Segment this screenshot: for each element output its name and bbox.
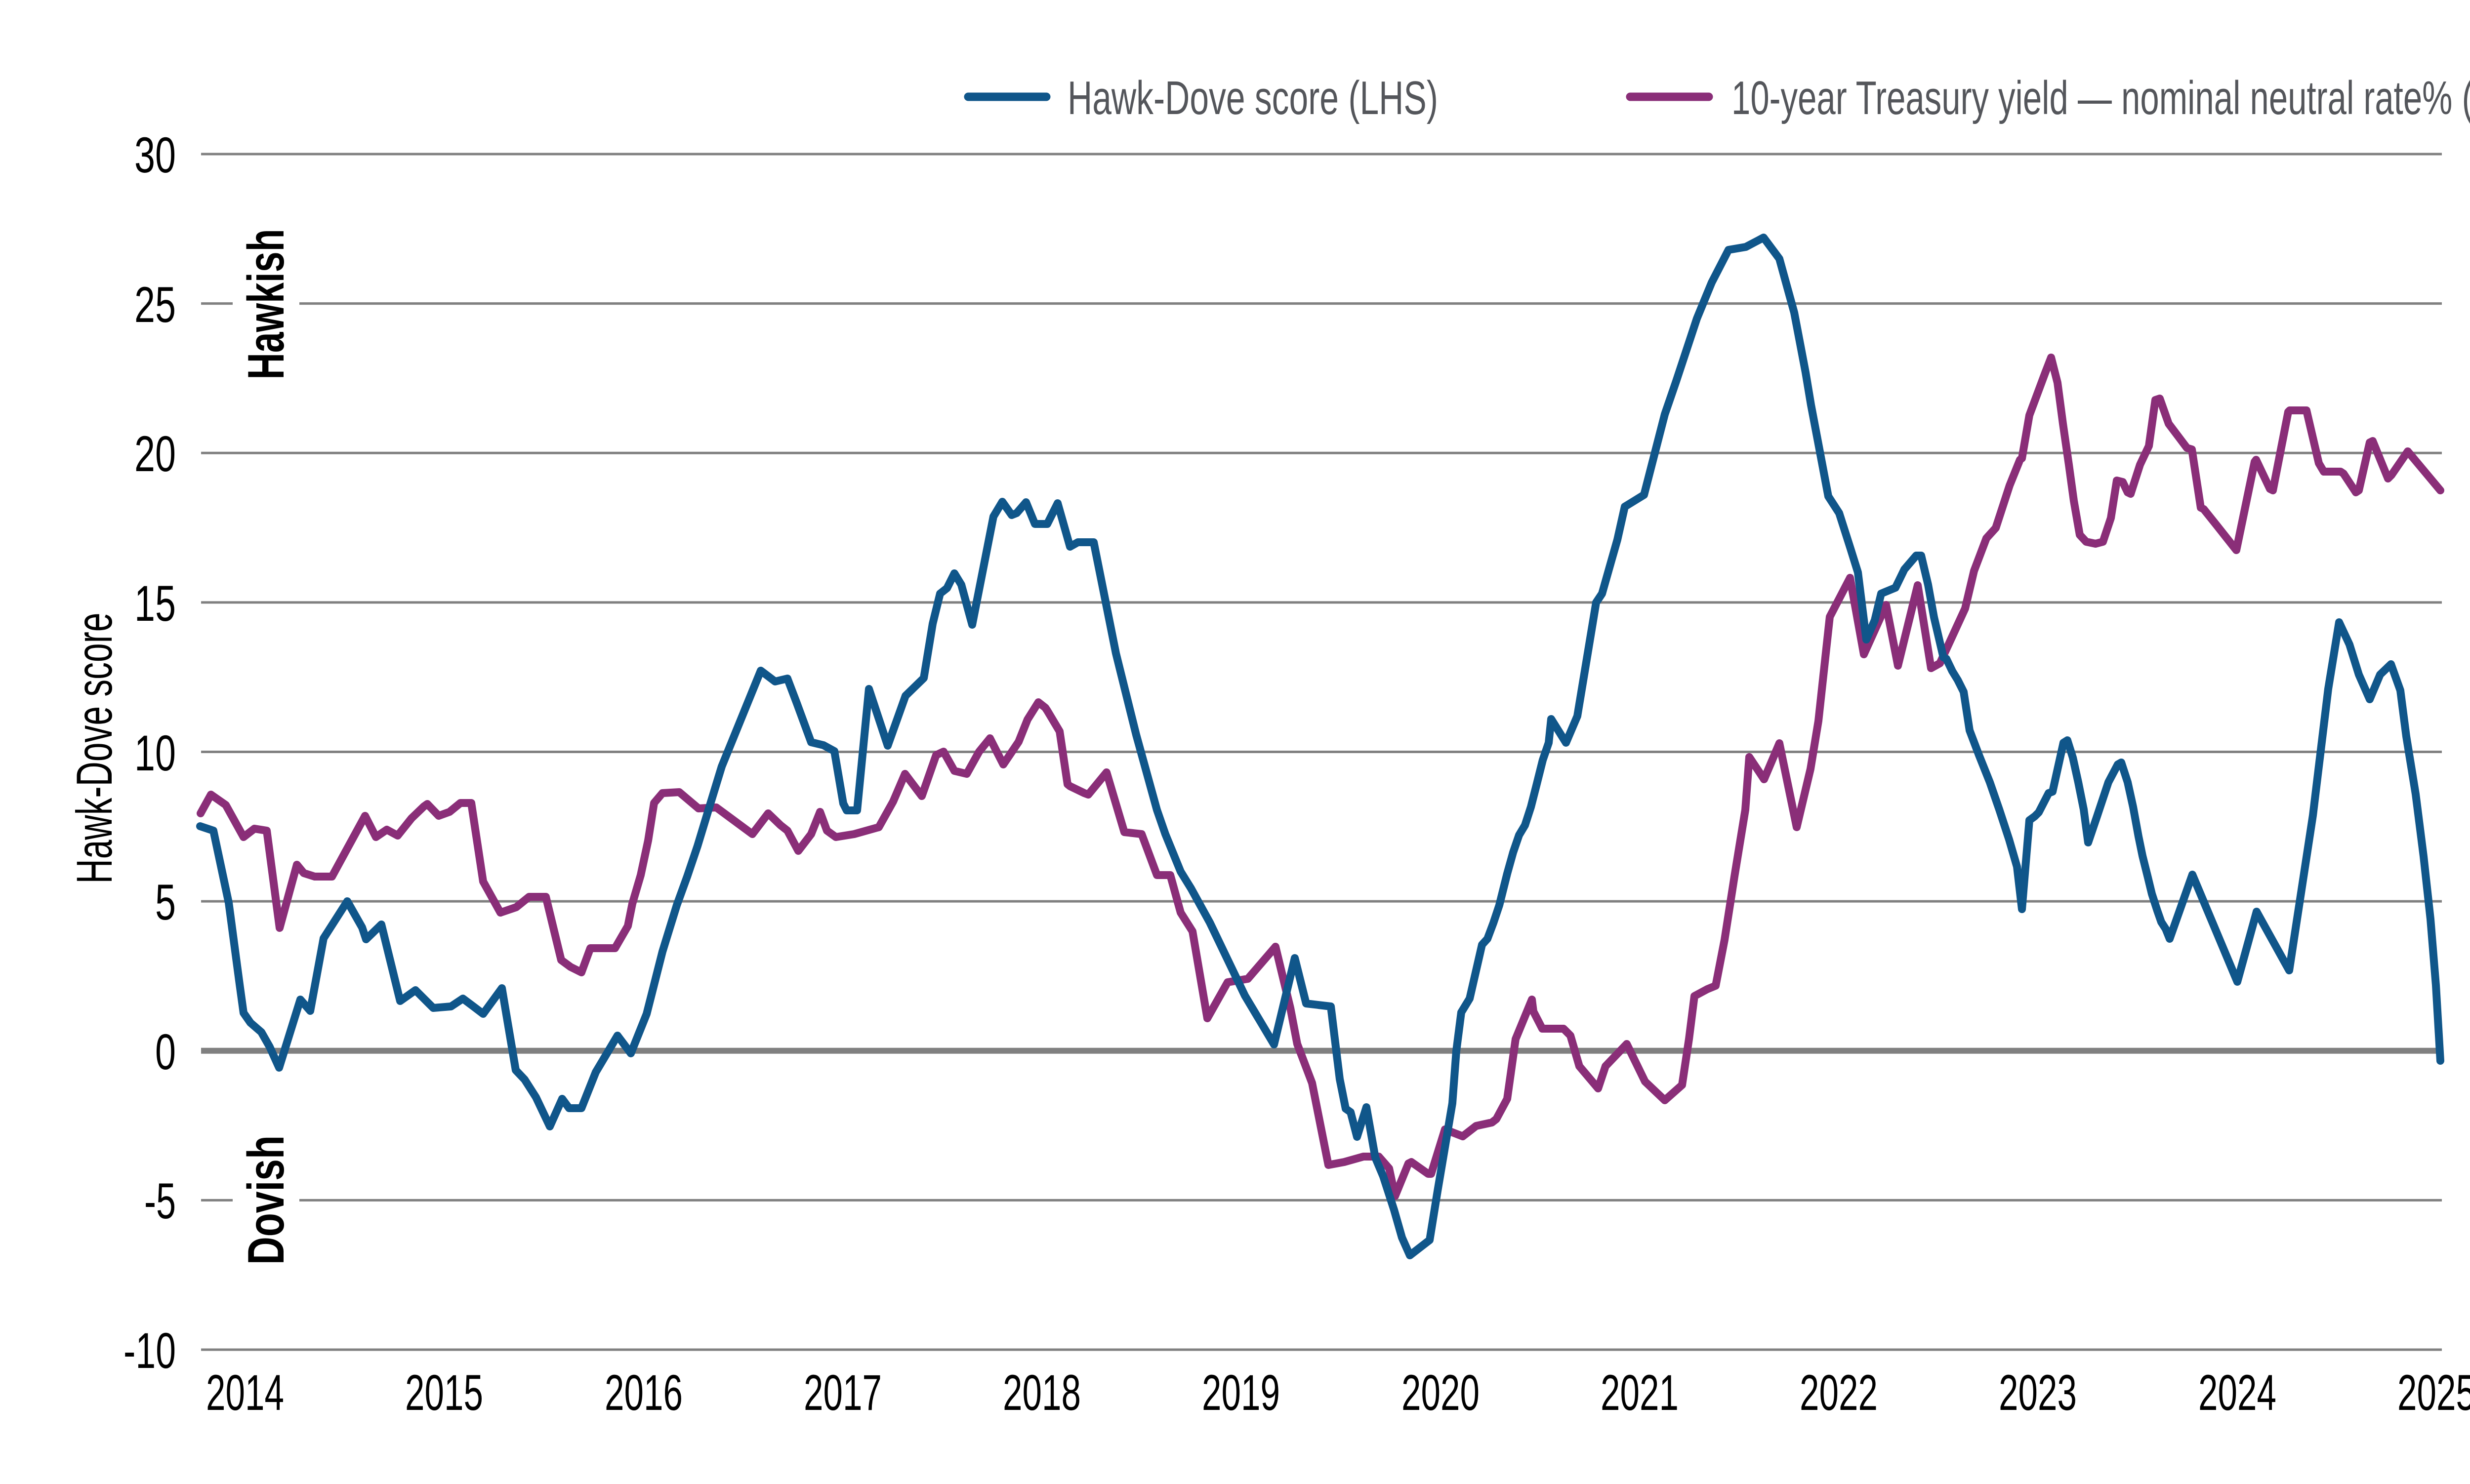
svg-text:Hawkish: Hawkish <box>238 229 295 380</box>
svg-text:2022: 2022 <box>1800 1364 1878 1421</box>
svg-text:2019: 2019 <box>1202 1364 1280 1421</box>
svg-text:2024: 2024 <box>2198 1364 2276 1421</box>
svg-text:Dovish: Dovish <box>238 1135 295 1265</box>
svg-text:15: 15 <box>134 575 176 632</box>
svg-text:10: 10 <box>134 725 176 781</box>
svg-text:2025: 2025 <box>2397 1364 2470 1421</box>
svg-text:2015: 2015 <box>405 1364 483 1421</box>
svg-text:0: 0 <box>155 1024 176 1080</box>
svg-text:5: 5 <box>155 874 176 930</box>
svg-text:2020: 2020 <box>1401 1364 1480 1421</box>
svg-text:2014: 2014 <box>206 1364 284 1421</box>
svg-text:2023: 2023 <box>1999 1364 2077 1421</box>
svg-text:30: 30 <box>134 127 176 183</box>
svg-text:Hawk-Dove score: Hawk-Dove score <box>66 613 123 884</box>
svg-text:20: 20 <box>134 426 176 482</box>
svg-text:Hawk-Dove score (LHS): Hawk-Dove score (LHS) <box>1068 72 1438 124</box>
svg-text:2016: 2016 <box>605 1364 683 1421</box>
svg-text:-10: -10 <box>124 1323 176 1379</box>
svg-text:-5: -5 <box>144 1173 176 1229</box>
svg-text:2021: 2021 <box>1601 1364 1679 1421</box>
svg-text:10-year Treasury yield — nomin: 10-year Treasury yield — nominal neutral… <box>1731 72 2470 124</box>
svg-text:25: 25 <box>134 277 176 333</box>
svg-text:2017: 2017 <box>804 1364 882 1421</box>
svg-text:2018: 2018 <box>1003 1364 1081 1421</box>
